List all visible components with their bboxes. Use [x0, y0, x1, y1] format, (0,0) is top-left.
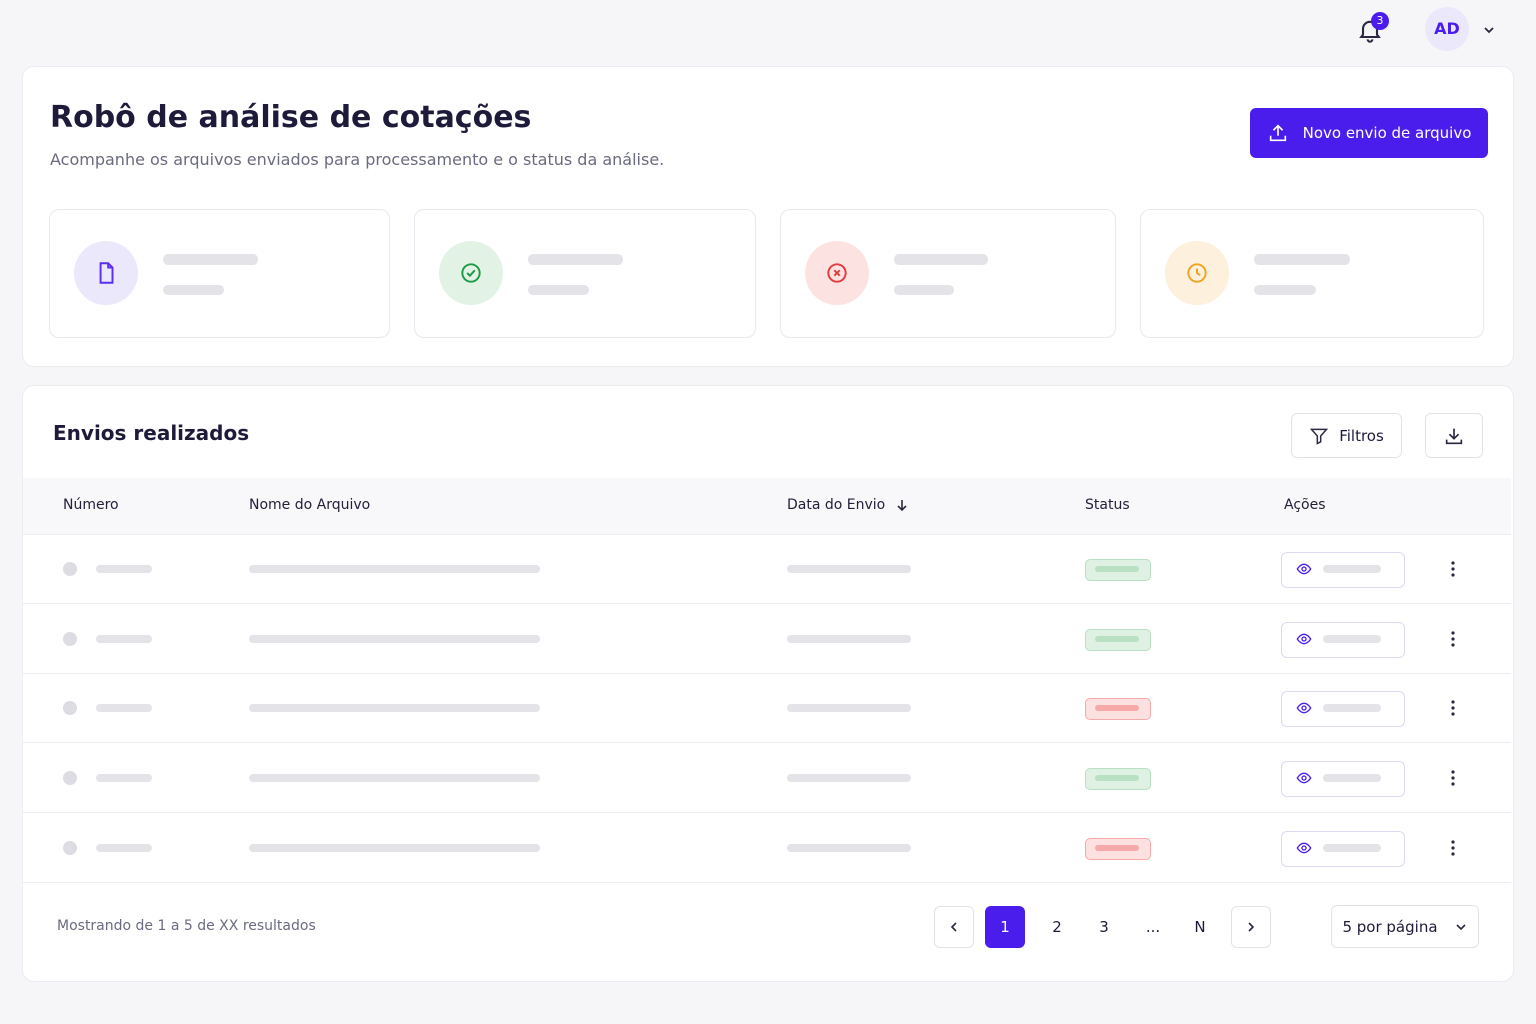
download-button[interactable]: [1425, 413, 1483, 458]
skeleton: [96, 634, 152, 643]
eye-icon: [1296, 770, 1312, 790]
filter-icon: [1310, 428, 1329, 445]
row-divider: [23, 742, 1511, 744]
more-menu[interactable]: [1451, 631, 1455, 651]
download-icon: [1445, 428, 1463, 444]
table-card: [22, 385, 1514, 982]
row-dot: [63, 562, 77, 576]
chevron-right: [1248, 922, 1255, 932]
column-header[interactable]: Número: [63, 497, 119, 513]
skeleton: [1095, 635, 1139, 642]
stat-icon: [1165, 241, 1229, 305]
more-menu[interactable]: [1451, 840, 1455, 860]
skeleton: [787, 843, 911, 852]
skeleton: [96, 565, 152, 573]
results-summary: Mostrando de 1 a 5 de XX resultados: [57, 918, 316, 934]
table-title: Envios realizados: [53, 421, 250, 445]
column-header[interactable]: Data do Envio: [787, 497, 886, 513]
row-dot: [63, 840, 77, 855]
table-header: [23, 478, 1511, 535]
skeleton: [787, 704, 911, 713]
page-subtitle: Acompanhe os arquivos enviados para proc…: [50, 150, 665, 169]
row-dot: [63, 631, 77, 646]
notification-badge: 3: [1371, 12, 1389, 30]
column-header: Status: [1085, 497, 1130, 513]
skeleton: [528, 254, 624, 265]
stat-icon: [74, 241, 138, 305]
skeleton: [163, 254, 258, 265]
skeleton: [1254, 285, 1316, 295]
stat-icon: [439, 241, 503, 305]
eye-icon: [1296, 561, 1312, 581]
chevron[interactable]: [1481, 22, 1497, 38]
skeleton: [96, 774, 152, 783]
skeleton: [249, 774, 540, 783]
skeleton: [249, 634, 540, 643]
column-header: Ações: [1284, 497, 1326, 513]
more-menu[interactable]: [1451, 700, 1455, 720]
chevron-left: [950, 922, 957, 932]
skeleton: [96, 704, 152, 713]
page-button[interactable]: 1: [985, 906, 1025, 948]
sort-icon[interactable]: [895, 498, 909, 512]
skeleton: [249, 843, 540, 852]
eye-icon: [1296, 840, 1312, 860]
skeleton: [787, 565, 911, 573]
skeleton: [249, 704, 540, 713]
skeleton: [96, 843, 152, 852]
skeleton: [894, 254, 988, 265]
skeleton: [1323, 704, 1381, 713]
page-ellipsis: ...: [1133, 906, 1173, 948]
skeleton: [1323, 843, 1381, 852]
more-menu[interactable]: [1451, 770, 1455, 790]
filter-button[interactable]: Filtros: [1291, 413, 1402, 458]
chevron: [1455, 923, 1466, 930]
page-button[interactable]: 2: [1037, 906, 1077, 948]
skeleton: [1254, 254, 1350, 265]
page-size-label: 5 por página: [1342, 917, 1438, 936]
row-divider: [23, 812, 1511, 814]
skeleton: [1323, 565, 1381, 573]
row-divider: [23, 672, 1511, 674]
skeleton: [1095, 566, 1139, 572]
skeleton: [1323, 774, 1381, 783]
avatar[interactable]: AD: [1425, 7, 1469, 51]
filter-label: Filtros: [1339, 426, 1384, 445]
page-button[interactable]: N: [1180, 906, 1220, 948]
skeleton: [787, 634, 911, 643]
stat-icon: [805, 241, 869, 305]
skeleton: [249, 565, 540, 573]
column-header[interactable]: Nome do Arquivo: [249, 497, 371, 513]
skeleton: [528, 285, 590, 295]
row-divider: [23, 603, 1511, 604]
upload-icon: [1269, 124, 1286, 142]
new-upload-button[interactable]: Novo envio de arquivo: [1250, 108, 1488, 158]
page-button[interactable]: 3: [1084, 906, 1124, 948]
skeleton: [787, 774, 911, 783]
row-divider: [23, 881, 1511, 883]
skeleton: [1095, 775, 1139, 782]
skeleton: [1095, 705, 1139, 712]
page-title: Robô de análise de cotações: [50, 100, 532, 135]
prev-page[interactable]: [934, 906, 974, 948]
skeleton: [163, 285, 225, 295]
row-dot: [63, 701, 77, 716]
row-dot: [63, 771, 77, 786]
eye-icon: [1296, 631, 1312, 651]
button-label: Novo envio de arquivo: [1302, 124, 1472, 142]
more-menu[interactable]: [1451, 561, 1455, 581]
eye-icon: [1296, 700, 1312, 720]
next-page[interactable]: [1231, 906, 1271, 948]
skeleton: [894, 285, 955, 295]
page-size-select[interactable]: 5 por página: [1331, 905, 1479, 948]
skeleton: [1323, 634, 1381, 643]
skeleton: [1095, 844, 1139, 851]
